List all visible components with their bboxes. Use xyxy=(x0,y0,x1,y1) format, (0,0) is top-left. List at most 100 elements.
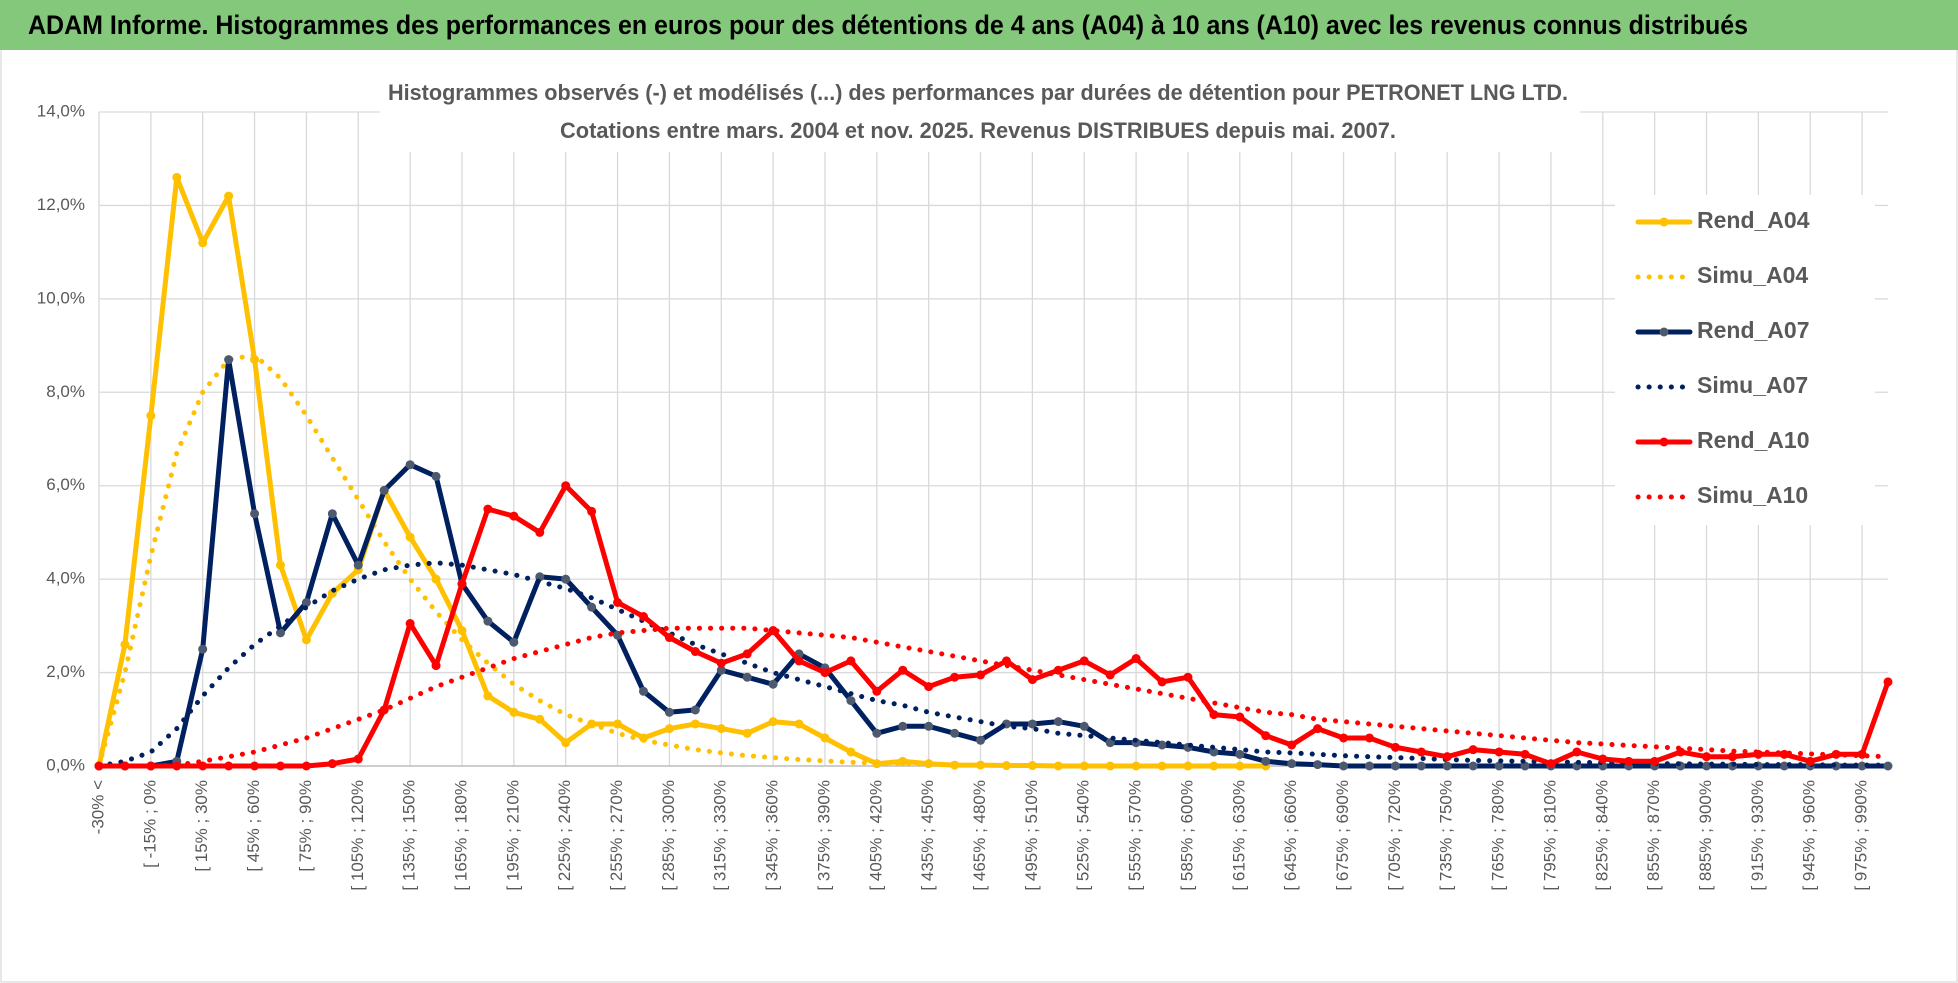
point xyxy=(846,747,856,757)
x-tick-label: [ 555% ; 570% xyxy=(1126,780,1145,891)
x-tick-label: -30% < xyxy=(88,780,107,834)
point xyxy=(664,707,674,717)
point xyxy=(250,761,260,771)
point xyxy=(301,761,311,771)
model-line xyxy=(96,352,958,769)
x-tick-label: [ 375% ; 390% xyxy=(814,780,833,891)
point xyxy=(275,761,285,771)
point xyxy=(509,707,519,717)
chart-subtitle: Cotations entre mars. 2004 et nov. 2025.… xyxy=(560,118,1396,143)
model-line xyxy=(96,625,1891,769)
y-tick-label: 14,0% xyxy=(37,101,85,120)
point xyxy=(690,705,700,715)
point xyxy=(924,682,934,692)
point xyxy=(405,619,415,629)
point xyxy=(1183,672,1193,682)
chart-title: Histogrammes observés (-) et modélisés (… xyxy=(388,80,1568,105)
point xyxy=(1209,761,1219,771)
point xyxy=(1209,710,1219,720)
point xyxy=(1287,759,1297,769)
x-tick-label: [ 645% ; 660% xyxy=(1281,780,1300,891)
point xyxy=(146,761,156,771)
point xyxy=(198,761,208,771)
x-tick-label: [ 795% ; 810% xyxy=(1540,780,1559,891)
x-tick-label: [ 855% ; 870% xyxy=(1644,780,1663,891)
x-tick-label: [ 345% ; 360% xyxy=(763,780,782,891)
legend-label: Rend_A10 xyxy=(1697,427,1809,453)
point xyxy=(1494,747,1504,757)
point xyxy=(120,640,130,650)
point xyxy=(224,761,234,771)
point xyxy=(1287,740,1297,750)
y-tick-label: 8,0% xyxy=(46,382,85,401)
legend-marker xyxy=(1659,217,1669,227)
point xyxy=(716,724,726,734)
point xyxy=(742,672,752,682)
x-tick-label: [ 195% ; 210% xyxy=(503,780,522,891)
point xyxy=(1157,677,1167,687)
point xyxy=(1416,747,1426,757)
point xyxy=(742,728,752,738)
x-tick-label: [ 975% ; 990% xyxy=(1852,780,1871,891)
x-tick-label: [ 945% ; 960% xyxy=(1800,780,1819,891)
point xyxy=(950,728,960,738)
legend-label: Simu_A04 xyxy=(1697,262,1808,288)
x-tick-label: [ 255% ; 270% xyxy=(607,780,626,891)
header-bar xyxy=(0,0,1958,50)
point xyxy=(1313,760,1323,770)
point xyxy=(1468,745,1478,755)
legend-marker xyxy=(1659,437,1669,447)
point xyxy=(1131,654,1141,664)
point xyxy=(898,665,908,675)
point xyxy=(275,560,285,570)
point xyxy=(716,658,726,668)
point xyxy=(301,598,311,607)
point xyxy=(1702,761,1712,771)
point xyxy=(1390,742,1400,752)
point xyxy=(1442,761,1452,771)
point xyxy=(846,696,856,706)
point xyxy=(768,626,778,636)
x-tick-label: [ 75% ; 90% xyxy=(296,780,315,872)
x-tick-label: [ 885% ; 900% xyxy=(1696,780,1715,891)
x-tick-label: [ 585% ; 600% xyxy=(1177,780,1196,891)
point xyxy=(509,637,519,647)
point xyxy=(1183,761,1193,771)
x-tick-label: [ 45% ; 60% xyxy=(244,780,263,872)
point xyxy=(898,756,908,766)
point xyxy=(275,628,285,638)
point xyxy=(664,633,674,643)
point xyxy=(1598,754,1608,764)
point xyxy=(1157,761,1167,771)
point xyxy=(716,665,726,675)
point xyxy=(1339,733,1349,743)
point xyxy=(846,656,856,666)
x-tick-label: [ 675% ; 690% xyxy=(1333,780,1352,891)
series-line xyxy=(96,483,1891,769)
y-tick-label: 12,0% xyxy=(37,195,85,214)
point xyxy=(1727,752,1737,762)
x-tick-label: [ 105% ; 120% xyxy=(348,780,367,891)
x-tick-label: [ 15% ; 30% xyxy=(192,780,211,872)
point xyxy=(1079,656,1089,666)
x-tick-label: [ 315% ; 330% xyxy=(711,780,730,891)
point xyxy=(120,761,130,771)
point xyxy=(613,598,623,607)
legend-label: Rend_A04 xyxy=(1697,207,1810,233)
point xyxy=(172,172,182,182)
point xyxy=(690,719,700,729)
legend-label: Simu_A10 xyxy=(1697,482,1808,508)
header-title: ADAM Informe. Histogrammes des performan… xyxy=(28,10,1748,40)
point xyxy=(1027,719,1037,729)
x-tick-label: [ 225% ; 240% xyxy=(555,780,574,891)
point xyxy=(638,686,648,696)
series-line xyxy=(96,357,1891,769)
x-tick-label: [ 765% ; 780% xyxy=(1489,780,1508,891)
point xyxy=(1650,756,1660,766)
point xyxy=(1779,761,1789,771)
point xyxy=(431,661,441,671)
point xyxy=(768,679,778,689)
legend-label: Rend_A07 xyxy=(1697,317,1809,343)
point xyxy=(898,721,908,731)
point xyxy=(224,191,234,201)
